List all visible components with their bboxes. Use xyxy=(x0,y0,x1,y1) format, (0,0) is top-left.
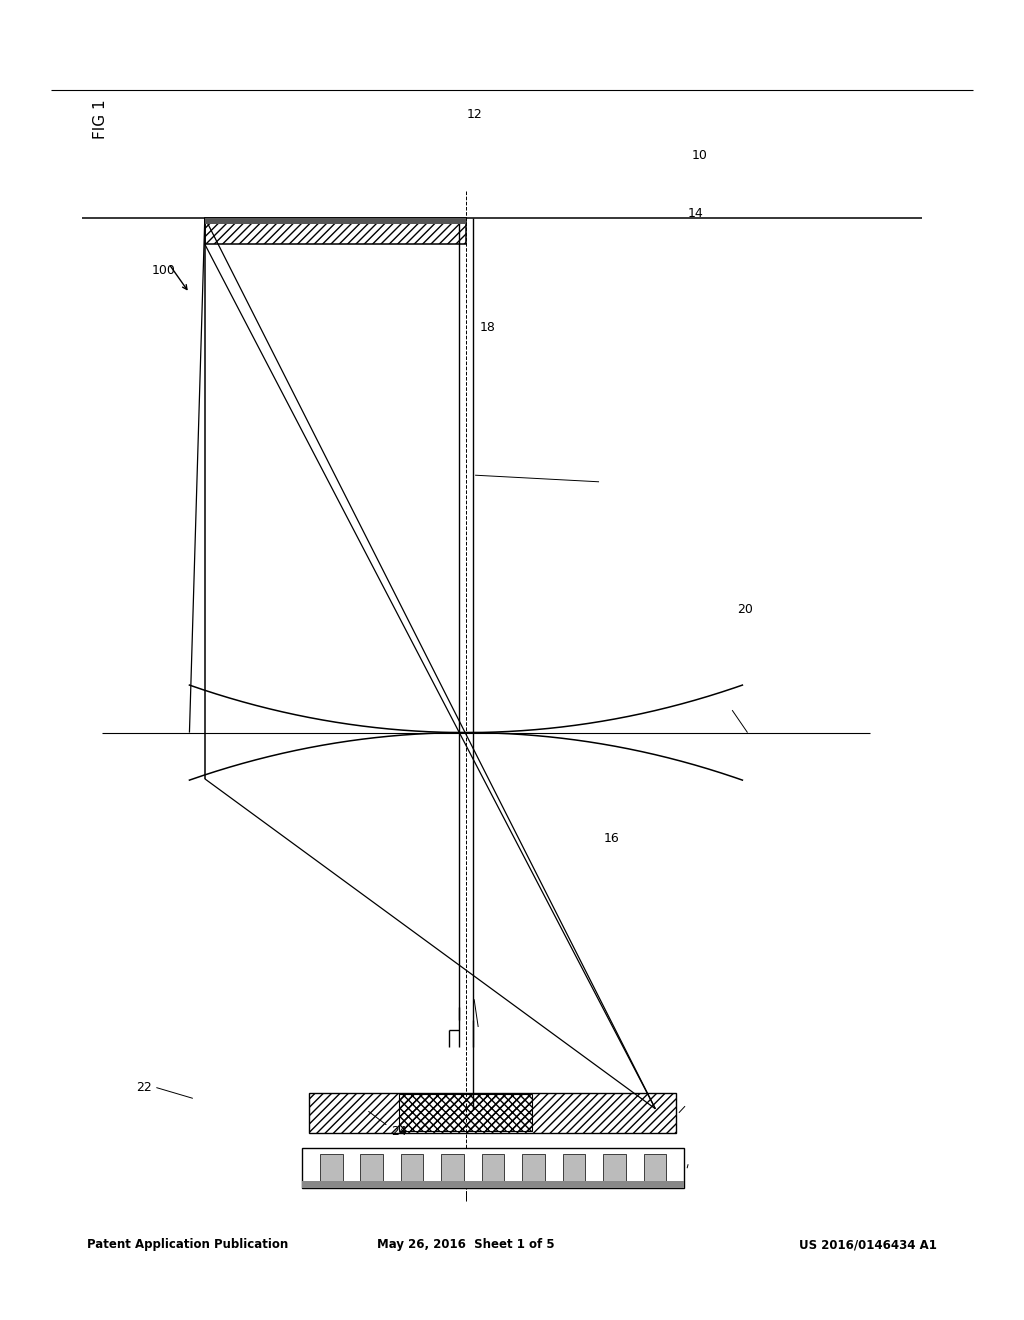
Text: 20: 20 xyxy=(737,603,754,616)
Bar xyxy=(482,1154,505,1183)
Bar xyxy=(522,1154,545,1183)
Bar xyxy=(603,1154,626,1183)
Bar xyxy=(401,1154,424,1183)
Bar xyxy=(302,1181,684,1188)
Text: FIG 1: FIG 1 xyxy=(93,99,108,139)
Bar xyxy=(205,218,466,224)
Text: Patent Application Publication: Patent Application Publication xyxy=(87,1238,289,1251)
Bar xyxy=(302,1148,684,1188)
Bar xyxy=(309,1093,676,1133)
Bar xyxy=(360,1154,383,1183)
Text: 10: 10 xyxy=(691,149,708,162)
Bar xyxy=(441,1154,464,1183)
Text: May 26, 2016  Sheet 1 of 5: May 26, 2016 Sheet 1 of 5 xyxy=(377,1238,555,1251)
Text: 100: 100 xyxy=(152,264,175,277)
Bar xyxy=(319,1154,342,1183)
Text: 16: 16 xyxy=(604,832,620,845)
Bar xyxy=(205,218,466,244)
Text: 14: 14 xyxy=(688,207,703,220)
Text: US 2016/0146434 A1: US 2016/0146434 A1 xyxy=(799,1238,937,1251)
Text: 24: 24 xyxy=(391,1125,407,1138)
Text: 12: 12 xyxy=(467,108,482,121)
Text: 18: 18 xyxy=(479,321,496,334)
Bar xyxy=(644,1154,667,1183)
Bar xyxy=(399,1094,532,1131)
Bar xyxy=(563,1154,586,1183)
Text: 22: 22 xyxy=(136,1081,152,1094)
